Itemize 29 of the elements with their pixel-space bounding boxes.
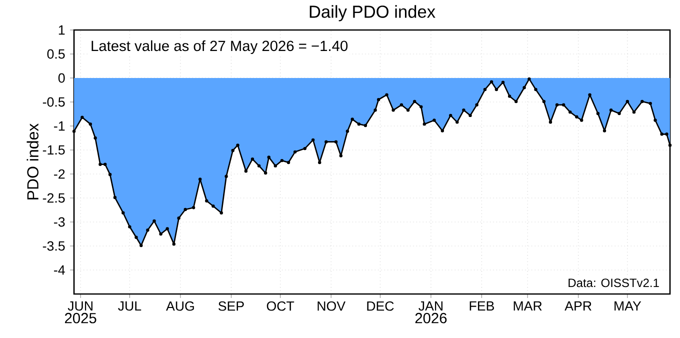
y-tick-label: -4 xyxy=(54,265,65,275)
y-tick-label: -1.5 xyxy=(42,145,65,155)
chart-title: Daily PDO index xyxy=(310,5,436,22)
x-tick-label: NOV xyxy=(318,301,346,311)
x-tick-label: FEB xyxy=(470,301,494,311)
y-tick-label: 0.5 xyxy=(47,49,65,59)
x-tick-label: AUG xyxy=(166,301,194,311)
text: 2025 xyxy=(64,312,96,324)
y-tick-label: -3 xyxy=(54,217,65,227)
x-tick-label: OCT xyxy=(266,301,294,311)
annotation: Latest value as of 27 May 2026 = −1.40 xyxy=(92,40,348,54)
x-tick-label: JUN xyxy=(68,301,92,311)
y-tick-label: -2.5 xyxy=(42,193,65,203)
x-tick-label: JUL xyxy=(118,301,142,311)
x-tick-label: APR xyxy=(564,301,592,311)
y-tick-label: -0.5 xyxy=(42,97,65,107)
text: 2026 xyxy=(415,312,447,324)
x-tick-label: MAR xyxy=(514,301,542,311)
y-axis-title: PDO index xyxy=(26,124,38,200)
y-tick-label: 0 xyxy=(58,73,65,83)
y-tick-label: -1 xyxy=(54,121,65,131)
x-tick-label: MAY xyxy=(614,301,642,311)
annotation: Data: OISSTv2.1 xyxy=(568,278,659,288)
y-tick-label: 1 xyxy=(58,25,65,35)
x-tick-label: SEP xyxy=(218,301,244,311)
x-tick-label: JAN xyxy=(418,301,442,311)
x-tick-label: DEC xyxy=(367,301,394,311)
y-tick-label: -3.5 xyxy=(42,241,65,251)
y-tick-label: -2 xyxy=(54,169,65,179)
